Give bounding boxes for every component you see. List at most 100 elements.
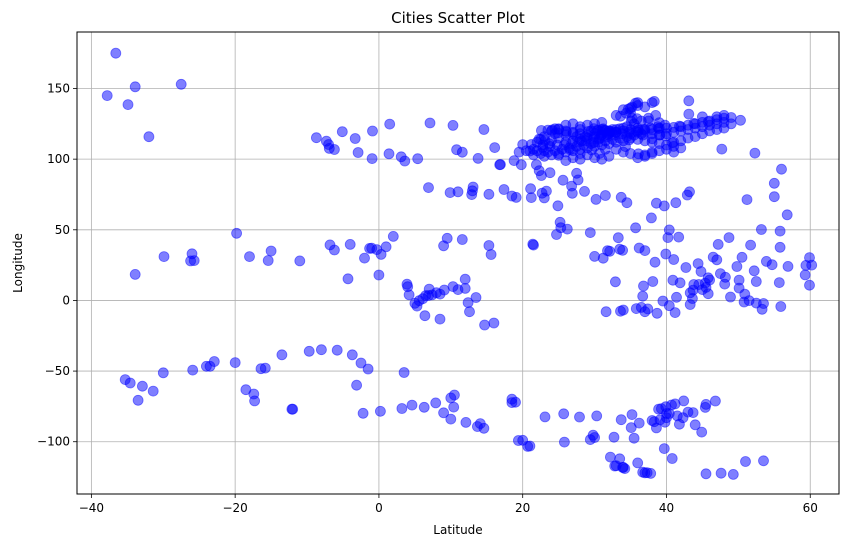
data-point bbox=[366, 153, 378, 165]
data-point bbox=[651, 197, 662, 209]
data-point bbox=[750, 276, 762, 287]
data-point bbox=[768, 177, 780, 189]
data-point bbox=[733, 282, 745, 294]
data-point bbox=[647, 276, 659, 287]
data-point bbox=[804, 252, 815, 264]
data-point bbox=[344, 238, 356, 250]
data-point bbox=[663, 300, 675, 312]
data-point bbox=[186, 248, 198, 260]
data-point bbox=[710, 395, 721, 407]
x-tick-label: −20 bbox=[222, 501, 247, 515]
data-point bbox=[669, 307, 681, 319]
data-point bbox=[638, 280, 649, 292]
y-tick-label: 0 bbox=[62, 293, 70, 307]
data-point bbox=[574, 148, 586, 159]
data-point bbox=[673, 231, 685, 243]
data-point bbox=[132, 394, 144, 406]
data-point bbox=[727, 468, 739, 480]
data-point bbox=[362, 363, 374, 375]
data-point bbox=[229, 357, 241, 369]
data-point bbox=[658, 443, 670, 455]
data-point bbox=[748, 265, 760, 277]
data-point bbox=[424, 117, 436, 129]
data-point bbox=[310, 132, 322, 144]
data-point bbox=[244, 251, 255, 263]
data-point bbox=[699, 401, 711, 413]
data-point bbox=[342, 273, 354, 285]
data-point bbox=[287, 403, 299, 415]
data-point bbox=[508, 155, 520, 167]
data-point bbox=[711, 254, 723, 266]
data-point bbox=[528, 239, 539, 251]
data-point bbox=[129, 268, 141, 280]
data-point bbox=[418, 401, 430, 413]
data-point bbox=[646, 146, 658, 158]
data-point bbox=[423, 290, 434, 301]
data-point bbox=[725, 118, 737, 130]
data-point bbox=[633, 417, 645, 429]
data-point bbox=[758, 455, 769, 467]
data-point bbox=[479, 319, 491, 331]
data-point bbox=[423, 182, 434, 194]
data-point bbox=[668, 146, 680, 158]
x-tick-label: 40 bbox=[659, 501, 674, 515]
plot-frame bbox=[76, 31, 840, 495]
data-point bbox=[478, 124, 490, 135]
data-point bbox=[773, 277, 785, 289]
data-point bbox=[323, 139, 335, 150]
data-point bbox=[265, 245, 277, 257]
data-point bbox=[136, 380, 148, 392]
y-tick-label: 100 bbox=[47, 152, 70, 166]
data-point bbox=[419, 310, 431, 322]
data-point bbox=[510, 396, 521, 408]
data-point bbox=[560, 155, 572, 167]
data-point bbox=[187, 364, 199, 376]
data-point bbox=[359, 252, 370, 264]
data-point bbox=[101, 90, 113, 101]
data-point bbox=[485, 249, 497, 260]
data-point bbox=[775, 301, 787, 312]
data-point bbox=[625, 422, 637, 434]
data-point bbox=[619, 463, 631, 475]
data-point bbox=[735, 114, 746, 126]
data-points bbox=[101, 47, 818, 480]
data-point bbox=[470, 292, 482, 303]
data-point bbox=[712, 238, 724, 250]
data-point bbox=[571, 167, 582, 179]
data-point bbox=[626, 409, 638, 421]
data-point bbox=[276, 349, 288, 361]
data-point bbox=[459, 273, 471, 285]
data-point bbox=[464, 306, 475, 318]
data-point bbox=[158, 251, 170, 263]
data-point bbox=[716, 143, 728, 155]
y-axis-ticks: −100 −50 0 50 100 150 bbox=[37, 82, 77, 449]
data-point bbox=[625, 107, 636, 118]
data-point bbox=[559, 436, 570, 448]
data-point bbox=[756, 303, 768, 315]
data-point bbox=[591, 410, 603, 422]
data-point bbox=[384, 118, 396, 130]
data-point bbox=[445, 413, 457, 425]
data-point bbox=[483, 188, 495, 200]
data-point bbox=[489, 142, 501, 154]
data-point bbox=[637, 290, 649, 302]
data-point bbox=[589, 432, 600, 443]
data-point bbox=[666, 453, 678, 464]
data-point bbox=[610, 110, 622, 121]
data-point bbox=[680, 262, 692, 273]
data-point bbox=[208, 356, 220, 367]
data-point bbox=[715, 467, 727, 479]
data-point bbox=[175, 78, 187, 90]
data-point bbox=[649, 256, 661, 268]
data-point bbox=[749, 147, 761, 159]
data-point bbox=[374, 405, 386, 417]
data-point bbox=[554, 216, 566, 228]
data-point bbox=[351, 379, 363, 391]
data-point bbox=[549, 123, 561, 135]
data-point bbox=[541, 185, 552, 197]
data-point bbox=[688, 279, 700, 290]
data-point bbox=[719, 278, 731, 290]
data-point bbox=[574, 411, 585, 423]
data-point bbox=[399, 155, 411, 167]
data-point bbox=[357, 407, 369, 419]
